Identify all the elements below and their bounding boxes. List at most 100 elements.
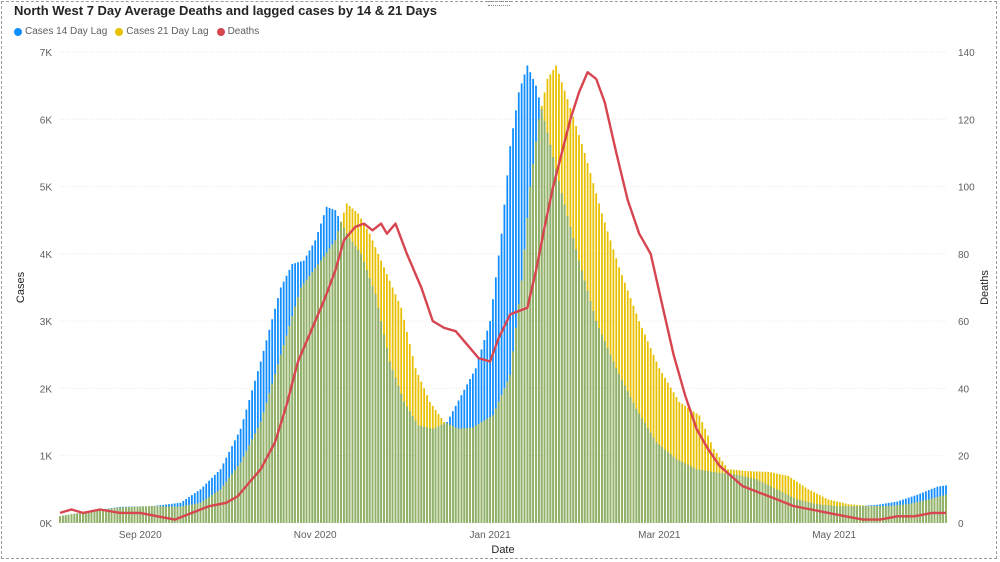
legend-label-cases-14: Cases 14 Day Lag <box>25 26 108 37</box>
bar-overlap <box>867 506 870 523</box>
legend: Cases 14 Day Lag Cases 21 Day Lag Deaths <box>14 26 259 37</box>
bar-overlap <box>583 280 586 523</box>
bar-overlap <box>196 503 199 523</box>
bar-overlap <box>469 427 471 523</box>
bar-overlap <box>340 221 342 523</box>
bar-overlap <box>695 469 698 523</box>
deaths-line <box>59 71 946 521</box>
y-left-tick-label: 2K <box>40 384 53 395</box>
bar-overlap <box>308 275 311 523</box>
bar-overlap <box>626 391 629 523</box>
bar-overlap <box>537 119 540 524</box>
bar-cases-14 <box>492 299 494 523</box>
bar-cases-14 <box>494 277 497 523</box>
bar-overlap <box>388 361 391 523</box>
bar-overlap <box>411 416 414 523</box>
bar-overlap <box>428 428 431 523</box>
bar-overlap <box>942 495 945 523</box>
bar-overlap <box>500 395 503 523</box>
y-right-tick-label: 80 <box>958 250 970 261</box>
legend-item-cases-21[interactable]: Cases 21 Day Lag <box>115 26 209 37</box>
drag-handle[interactable] <box>488 1 510 6</box>
bar-cases-14 <box>506 175 509 523</box>
bar-overlap <box>764 483 767 523</box>
bar-overlap <box>787 495 790 523</box>
legend-item-deaths[interactable]: Deaths <box>216 26 260 37</box>
bar-overlap <box>727 473 729 523</box>
bar-overlap <box>925 500 927 523</box>
bar-overlap <box>193 503 196 523</box>
bar-overlap <box>354 245 357 524</box>
bar-overlap <box>535 141 537 523</box>
bar-overlap <box>125 507 127 523</box>
bar-overlap <box>558 181 560 523</box>
bar-overlap <box>672 456 675 523</box>
bar-overlap <box>922 500 924 523</box>
bar-overlap <box>724 473 727 523</box>
bar-overlap <box>887 506 890 523</box>
bar-overlap <box>492 415 494 523</box>
bar-overlap <box>199 502 202 523</box>
legend-marker-cases-21 <box>115 27 124 36</box>
bar-overlap <box>371 286 374 523</box>
y-left-tick-label: 7K <box>40 48 53 59</box>
bar-overlap <box>102 509 104 523</box>
bar-overlap <box>621 379 623 523</box>
bar-overlap <box>578 260 580 523</box>
legend-item-cases-14[interactable]: Cases 14 Day Lag <box>14 26 107 37</box>
bar-overlap <box>876 506 879 523</box>
bar-overlap <box>927 499 930 523</box>
bar-overlap <box>775 489 778 523</box>
bar-overlap <box>707 471 709 523</box>
x-tick-label: Jan 2021 <box>470 530 512 541</box>
bar-overlap <box>930 498 933 523</box>
bar-overlap <box>213 493 216 523</box>
bar-overlap <box>460 428 463 523</box>
bar-overlap <box>509 374 512 523</box>
bar-overlap <box>130 507 133 523</box>
bar-cases-21 <box>695 413 698 523</box>
bar-overlap <box>489 417 491 523</box>
bar-overlap <box>778 490 781 523</box>
bar-overlap <box>664 449 666 523</box>
bar-overlap <box>569 226 572 523</box>
bar-overlap <box>466 427 469 523</box>
bar-overlap <box>61 515 64 523</box>
bar-overlap <box>165 506 167 523</box>
bar-overlap <box>861 505 864 523</box>
bar-overlap <box>801 500 804 523</box>
bar-cases-21 <box>698 415 701 523</box>
bar-overlap <box>701 470 704 523</box>
bar-overlap <box>394 377 397 523</box>
bar-overlap <box>322 256 325 523</box>
bar-overlap <box>173 506 176 523</box>
bar-overlap <box>678 460 681 523</box>
bar-overlap <box>598 327 600 523</box>
bar-overlap <box>744 476 747 523</box>
bars-overlap <box>59 109 947 524</box>
bar-overlap <box>449 424 451 523</box>
bar-overlap <box>142 506 145 523</box>
bar-overlap <box>408 411 411 523</box>
bar-overlap <box>919 501 922 523</box>
bar-overlap <box>904 504 907 523</box>
bar-overlap <box>440 424 443 523</box>
bar-overlap <box>423 426 426 523</box>
bar-overlap <box>472 427 474 523</box>
bar-overlap <box>454 427 457 523</box>
bar-overlap <box>638 413 641 523</box>
bar-overlap <box>623 385 626 523</box>
bar-overlap <box>730 473 732 523</box>
bar-overlap <box>712 472 715 523</box>
bar-overlap <box>503 388 506 523</box>
y-left-tick-label: 3K <box>40 317 53 328</box>
bar-overlap <box>451 426 454 523</box>
legend-label-deaths: Deaths <box>227 26 260 37</box>
bar-overlap <box>297 297 299 523</box>
bar-overlap <box>162 506 165 523</box>
bar-overlap <box>681 461 684 523</box>
bar-overlap <box>784 493 787 523</box>
bar-overlap <box>285 335 288 523</box>
bar-overlap <box>709 471 712 523</box>
bar-overlap <box>79 512 81 523</box>
